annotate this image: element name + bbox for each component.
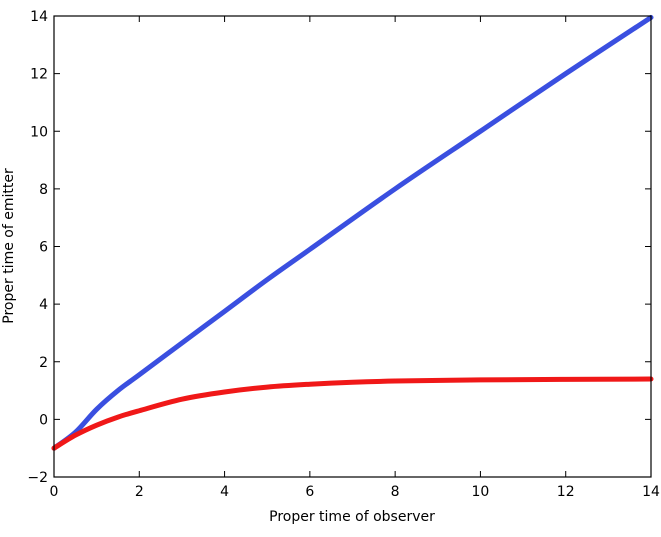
plot-frame: [53, 15, 652, 478]
y-axis-label: Proper time of emitter: [1, 168, 17, 324]
y-tick-label: 2: [39, 355, 48, 371]
x-tick-label: 4: [220, 484, 229, 500]
y-tick-label: 12: [30, 67, 48, 83]
x-axis-label: Proper time of observer: [269, 509, 435, 525]
series-line-2: [51, 376, 654, 451]
y-tick-label: 8: [39, 182, 48, 198]
x-tick-label: 12: [557, 484, 575, 500]
y-tick-label: 0: [39, 412, 48, 428]
x-tick-label: 10: [472, 484, 490, 500]
y-tick-label: 10: [30, 124, 48, 140]
x-tick-label: 6: [305, 484, 314, 500]
x-tick-label: 14: [642, 484, 660, 500]
x-tick-label: 8: [391, 484, 400, 500]
y-tick-label: 6: [39, 240, 48, 256]
series-lines: [51, 14, 654, 451]
y-tick-label: 4: [39, 297, 48, 313]
y-tick-label: 14: [30, 9, 48, 25]
series-line-1: [51, 14, 654, 451]
y-tick-label: −2: [27, 470, 48, 486]
x-tick-label: 2: [135, 484, 144, 500]
x-tick-label: 0: [50, 484, 59, 500]
